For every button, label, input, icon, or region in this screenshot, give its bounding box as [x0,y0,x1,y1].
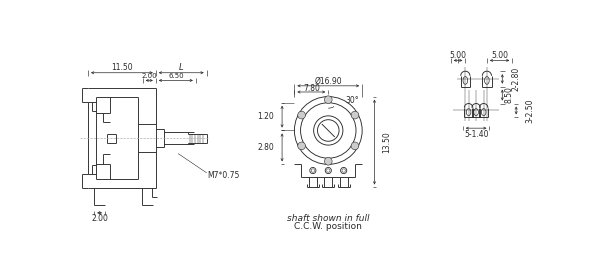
Text: shaft shown in full: shaft shown in full [287,214,370,223]
Text: 2.80: 2.80 [258,143,274,152]
Text: 5-1.40: 5-1.40 [464,130,488,139]
Circle shape [298,142,305,150]
Circle shape [351,111,359,119]
Text: M7*0.75: M7*0.75 [207,171,240,180]
Text: 11.50: 11.50 [111,63,133,72]
Text: 1.20: 1.20 [258,112,274,121]
Circle shape [351,142,359,150]
Text: 6.50: 6.50 [168,73,184,79]
Text: 13.50: 13.50 [382,131,391,153]
Text: 7.80: 7.80 [303,84,320,93]
Text: 30°: 30° [345,96,359,105]
Text: 2.00: 2.00 [91,214,108,223]
Text: Ø16.90: Ø16.90 [315,77,342,86]
Circle shape [298,111,305,119]
Text: L: L [179,63,184,72]
Circle shape [324,157,332,165]
Text: 5.00: 5.00 [450,51,466,60]
Text: 3-2.50: 3-2.50 [525,98,534,123]
Text: C.C.W. position: C.C.W. position [294,222,362,231]
Text: 2.00: 2.00 [141,73,157,79]
Circle shape [324,96,332,103]
Text: 2-2.80: 2-2.80 [512,67,521,91]
Text: 5.00: 5.00 [491,51,508,60]
Text: 8.50: 8.50 [505,87,513,103]
